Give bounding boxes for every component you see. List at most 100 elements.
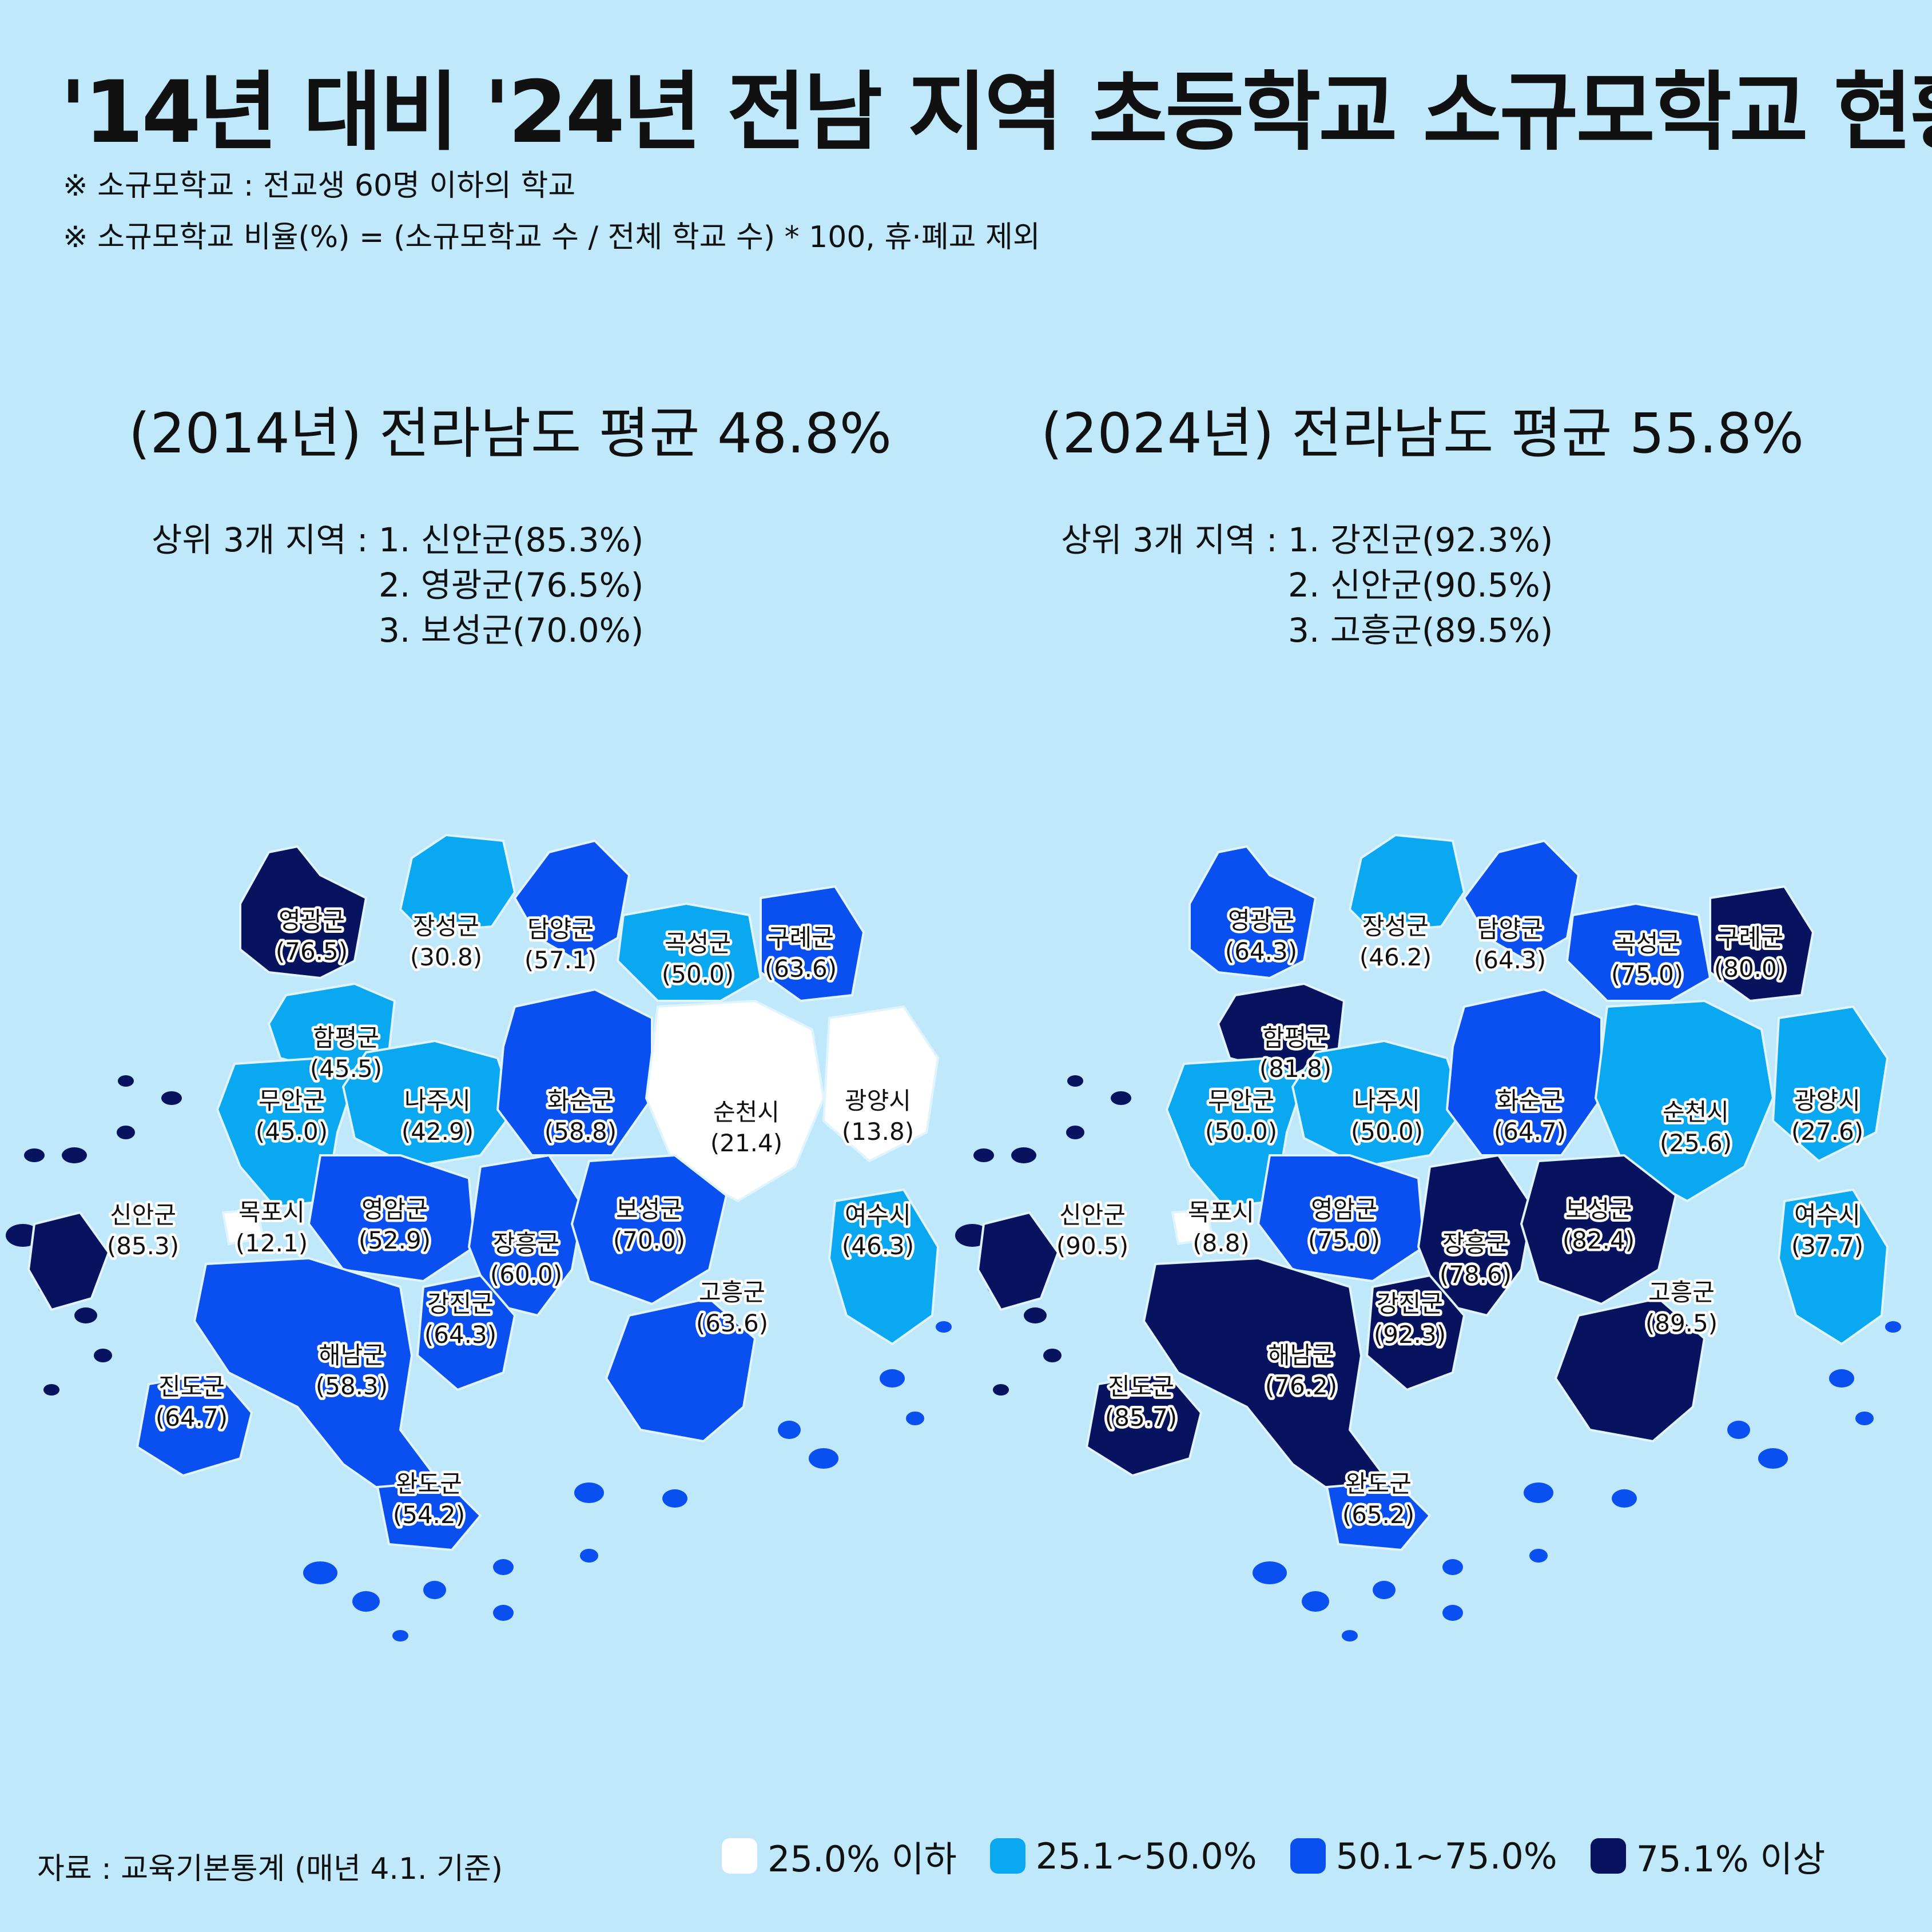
region-shape — [976, 1211, 1060, 1311]
legend-label: 25.1~50.0% — [1035, 1835, 1257, 1877]
region-value-label: (27.6) — [1791, 1118, 1863, 1146]
legend-label: 25.0% 이하 — [768, 1838, 957, 1880]
region-value-label: (58.3) — [316, 1372, 388, 1400]
region-value-label: (50.0) — [662, 960, 734, 988]
region-name-label: 장성군 — [413, 912, 479, 940]
region-value-label: (58.8) — [544, 1118, 617, 1146]
top3-item: 3. 보성군(70.0%) — [379, 611, 644, 650]
region-name-label: 곡성군 — [1614, 929, 1680, 957]
island-shape — [1043, 1349, 1062, 1362]
region-shape — [341, 1039, 516, 1168]
island-shape — [1885, 1321, 1901, 1333]
region-value-label: (75.0) — [1308, 1226, 1380, 1254]
island-shape — [24, 1148, 45, 1162]
island-shape — [1111, 1091, 1131, 1105]
region-value-label: (76.5) — [276, 937, 348, 965]
region-name-label: 신안군 — [1059, 1201, 1126, 1229]
region-shape — [1520, 1154, 1677, 1306]
region-value-label: (42.9) — [401, 1118, 474, 1146]
region-shape — [1565, 902, 1712, 1002]
legend-item: 25.1~50.0% — [989, 1835, 1257, 1877]
region-shape — [399, 833, 516, 934]
island-shape — [74, 1307, 97, 1323]
top3-item: 1. 강진군(92.3%) — [1288, 520, 1553, 559]
region-shape — [570, 1154, 728, 1306]
region-shape — [1291, 1039, 1466, 1168]
region-name-label: 나주시 — [1354, 1087, 1420, 1115]
region-shape — [645, 999, 825, 1203]
island-shape — [1302, 1591, 1329, 1612]
island-shape — [1855, 1412, 1874, 1425]
map-2024: 영광군 (64.3) 장성군 (46.2) 담양군 (64.3) 곡성군 (75.0) 구례군(… — [949, 812, 1910, 1647]
region-value-label: (64.3) — [1474, 946, 1546, 974]
panel-title-2014: (2014년) 전라남도 평균 48.8% — [129, 401, 892, 466]
region-value-label: (90.5) — [1056, 1232, 1128, 1260]
region-value-label: (37.7) — [1791, 1232, 1863, 1260]
region-value-label: (50.0) — [1205, 1118, 1277, 1146]
region-name-label: 보성군 — [1565, 1195, 1632, 1223]
region-name-label: 함평군 — [313, 1024, 379, 1052]
region-value-label: (46.3) — [842, 1232, 914, 1260]
legend-label: 75.1% 이상 — [1636, 1838, 1826, 1880]
island-shape — [423, 1581, 446, 1599]
region-value-label: (63.6) — [696, 1309, 768, 1337]
region-name-label: 목포시 — [1188, 1198, 1254, 1226]
region-shape — [416, 1274, 516, 1392]
region-value-label: (8.8) — [1192, 1229, 1250, 1257]
island-shape — [94, 1349, 112, 1362]
island-shape — [1758, 1448, 1788, 1469]
island-shape — [1024, 1307, 1047, 1323]
region-value-label: (64.3) — [424, 1321, 496, 1349]
region-value-label: (64.7) — [156, 1404, 228, 1432]
island-shape — [1373, 1581, 1396, 1599]
top3-2014: 상위 3개 지역 : 1. 신안군(85.3%) 2. 영광군(76.5%) 3… — [152, 518, 643, 653]
region-value-label: (60.0) — [490, 1261, 562, 1289]
island-shape — [1612, 1489, 1637, 1508]
region-shape — [1257, 1154, 1426, 1283]
top3-label: 상위 3개 지역 : — [152, 520, 368, 559]
region-name-label: 장흥군 — [1442, 1230, 1509, 1258]
legend-item: 25.0% 이하 — [722, 1830, 957, 1882]
region-value-label: (21.4) — [710, 1129, 782, 1157]
island-shape — [574, 1482, 604, 1503]
region-value-label: (46.2) — [1359, 943, 1432, 971]
region-shape — [27, 1211, 110, 1311]
island-shape — [352, 1591, 380, 1612]
region-shape — [467, 1154, 585, 1317]
region-name-label: 영암군 — [361, 1195, 428, 1223]
island-shape — [1011, 1147, 1036, 1163]
region-name-label: 순천시 — [713, 1098, 780, 1126]
region-value-label: (50.0) — [1351, 1118, 1423, 1146]
region-name-label: 여수시 — [845, 1201, 911, 1229]
legend-swatch — [722, 1838, 757, 1874]
region-shape — [1325, 1480, 1432, 1552]
region-name-label: 해남군 — [319, 1341, 385, 1369]
region-value-label: (45.0) — [256, 1118, 328, 1146]
region-shape — [1188, 845, 1317, 980]
top3-label: 상위 3개 지역 : — [1061, 520, 1278, 559]
region-name-label: 장흥군 — [493, 1230, 559, 1258]
region-name-label: 광양시 — [845, 1087, 911, 1115]
island-shape — [1253, 1561, 1287, 1584]
region-shape — [1085, 1371, 1203, 1477]
region-shape — [239, 845, 368, 980]
island-shape — [118, 1075, 134, 1087]
region-name-label: 완도군 — [1345, 1470, 1412, 1498]
island-shape — [580, 1549, 598, 1563]
region-value-label: (25.6) — [1660, 1129, 1732, 1157]
island-shape — [43, 1384, 59, 1396]
region-shape — [496, 988, 653, 1156]
region-shape — [1777, 1188, 1889, 1346]
region-shape — [1365, 1274, 1466, 1392]
region-name-label: 고흥군 — [1648, 1278, 1715, 1306]
region-shape — [1445, 988, 1603, 1156]
island-shape — [809, 1448, 838, 1469]
island-shape — [1067, 1075, 1083, 1087]
panel-title-2024: (2024년) 전라남도 평균 55.8% — [1041, 401, 1804, 466]
region-shape — [1462, 839, 1580, 963]
island-shape — [993, 1384, 1009, 1396]
region-shape — [1771, 1005, 1889, 1163]
legend-item: 75.1% 이상 — [1590, 1830, 1826, 1882]
island-shape — [161, 1091, 182, 1105]
island-shape — [778, 1421, 801, 1439]
